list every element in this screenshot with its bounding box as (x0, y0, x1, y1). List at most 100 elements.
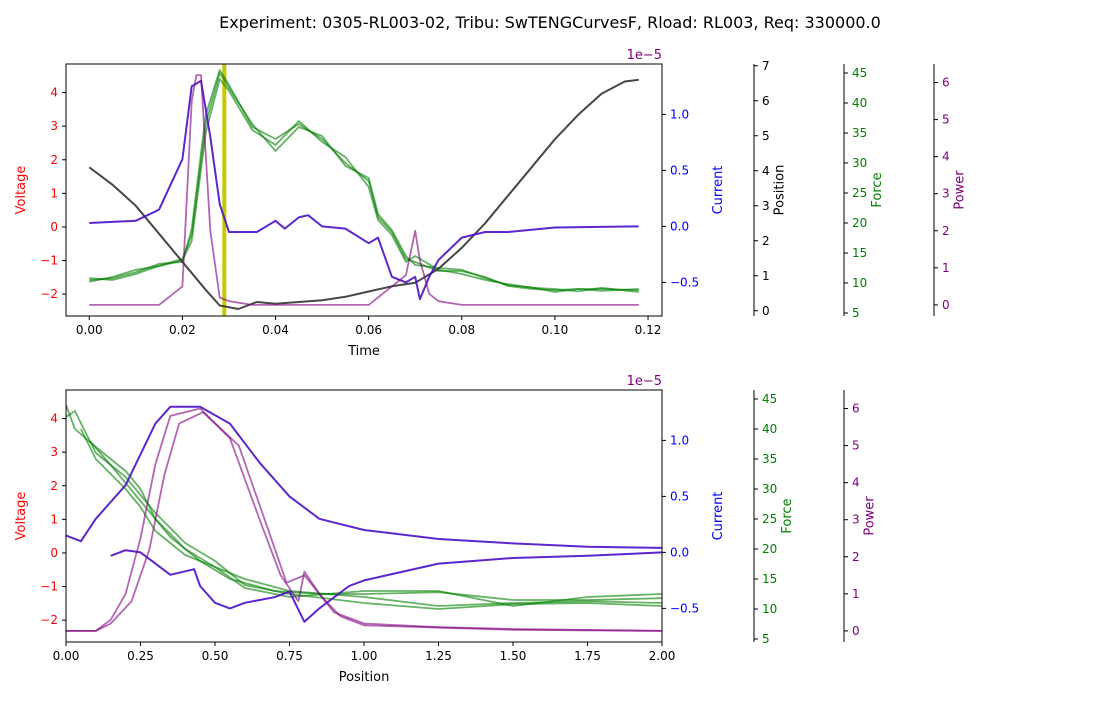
force-tick-label: 30 (762, 482, 777, 496)
force-tick-label: 5 (762, 632, 770, 646)
voltage-tick-label: 0 (50, 220, 58, 234)
power-tick-label: 2 (852, 550, 860, 564)
current-axis-label: Current (711, 166, 726, 215)
x-tick-label: 0.04 (262, 323, 289, 337)
voltage-tick-label: −2 (40, 613, 58, 627)
power-tick-label: 3 (942, 187, 950, 201)
series-line-force-2 (80, 428, 662, 607)
force-tick-label: 20 (852, 216, 867, 230)
x-tick-label: 1.50 (500, 649, 527, 663)
x-tick-label: 0.75 (276, 649, 303, 663)
x-axis-label: Time (347, 344, 380, 359)
power-tick-label: 0 (942, 298, 950, 312)
force-tick-label: 45 (852, 66, 867, 80)
position-tick-label: 6 (762, 94, 770, 108)
force-tick-label: 25 (852, 186, 867, 200)
current-tick-label: −0.5 (670, 601, 699, 615)
figure-title: Experiment: 0305-RL003-02, Tribu: SwTENG… (219, 13, 881, 32)
force-tick-label: 15 (762, 572, 777, 586)
position-tick-label: 3 (762, 199, 770, 213)
current-tick-label: 0.5 (670, 489, 689, 503)
voltage-tick-label: −1 (40, 580, 58, 594)
power-tick-label: 6 (852, 402, 860, 416)
current-exponent-label: 1e−5 (627, 374, 662, 389)
power-tick-label: 2 (942, 224, 950, 238)
x-tick-label: 0.02 (169, 323, 196, 337)
position-chart: 0.00 0.25 0.50 0.75 1.00 1.25 1.50 1.75 2.00Posi… (14, 374, 878, 685)
series-line-current-4 (89, 79, 639, 301)
voltage-tick-label: −1 (40, 254, 58, 268)
force-tick-label: 40 (852, 96, 867, 110)
voltage-tick-label: 0 (50, 546, 58, 560)
force-tick-label: 40 (762, 422, 777, 436)
voltage-axis-label: Voltage (14, 166, 29, 215)
power-tick-label: 5 (942, 113, 950, 127)
position-tick-label: 7 (762, 59, 770, 73)
voltage-tick-label: 2 (50, 479, 58, 493)
power-tick-label: 0 (852, 624, 860, 638)
x-tick-label: 1.00 (351, 649, 378, 663)
series-layer (66, 404, 662, 632)
series-line-force-2 (89, 72, 639, 293)
position-axis-label: Position (773, 165, 788, 216)
position-tick-label: 4 (762, 164, 770, 178)
x-tick-label: 0.08 (448, 323, 475, 337)
position-tick-label: 1 (762, 269, 770, 283)
voltage-tick-label: −2 (40, 287, 58, 301)
voltage-tick-label: 3 (50, 119, 58, 133)
current-tick-label: −0.5 (670, 275, 699, 289)
series-line-current-4 (66, 405, 662, 549)
voltage-tick-label: 1 (50, 512, 58, 526)
x-axis-label: Position (339, 670, 390, 685)
time-chart: 0.00 0.02 0.04 0.06 0.08 0.10 0.12Time−2−10123… (14, 48, 968, 359)
current-exponent-label: 1e−5 (627, 48, 662, 63)
power-tick-label: 6 (942, 76, 950, 90)
current-axis-label: Current (711, 492, 726, 541)
series-line-power-5 (89, 74, 639, 306)
force-axis-label: Force (780, 498, 795, 533)
voltage-tick-label: 3 (50, 445, 58, 459)
x-tick-label: 0.00 (76, 323, 103, 337)
current-tick-label: 0.5 (670, 163, 689, 177)
voltage-axis-label: Voltage (14, 492, 29, 541)
voltage-tick-label: 4 (50, 412, 58, 426)
force-tick-label: 25 (762, 512, 777, 526)
series-line-force-1 (89, 78, 639, 293)
x-tick-label: 0.06 (355, 323, 382, 337)
force-tick-label: 20 (762, 542, 777, 556)
power-tick-label: 3 (852, 513, 860, 527)
position-tick-label: 2 (762, 234, 770, 248)
series-line-power-7 (66, 411, 662, 632)
power-axis-label: Power (863, 496, 878, 536)
current-tick-label: 0.0 (670, 219, 689, 233)
plot-frame (65, 63, 663, 317)
x-tick-label: 0.12 (635, 323, 662, 337)
position-tick-label: 0 (762, 304, 770, 318)
force-tick-label: 30 (852, 156, 867, 170)
x-tick-label: 0.25 (127, 649, 154, 663)
voltage-tick-label: 1 (50, 186, 58, 200)
voltage-tick-label: 4 (50, 86, 58, 100)
power-tick-label: 5 (852, 439, 860, 453)
force-tick-label: 35 (762, 452, 777, 466)
x-tick-label: 0.10 (542, 323, 569, 337)
x-tick-label: 2.00 (649, 649, 676, 663)
force-axis-label: Force (870, 172, 885, 207)
series-line-position-3 (88, 78, 639, 310)
force-tick-label: 10 (852, 276, 867, 290)
force-tick-label: 10 (762, 602, 777, 616)
power-axis-label: Power (953, 170, 968, 210)
position-tick-label: 5 (762, 129, 770, 143)
power-tick-label: 1 (852, 587, 860, 601)
force-tick-label: 35 (852, 126, 867, 140)
x-tick-label: 1.25 (425, 649, 452, 663)
series-line-power-6 (66, 407, 662, 632)
series-line-force-3 (89, 440, 662, 601)
power-tick-label: 4 (942, 150, 950, 164)
x-tick-label: 0.50 (202, 649, 229, 663)
series-line-force-0 (66, 404, 662, 607)
x-tick-label: 1.75 (574, 649, 601, 663)
x-tick-label: 0.00 (53, 649, 80, 663)
series-layer (88, 64, 639, 316)
